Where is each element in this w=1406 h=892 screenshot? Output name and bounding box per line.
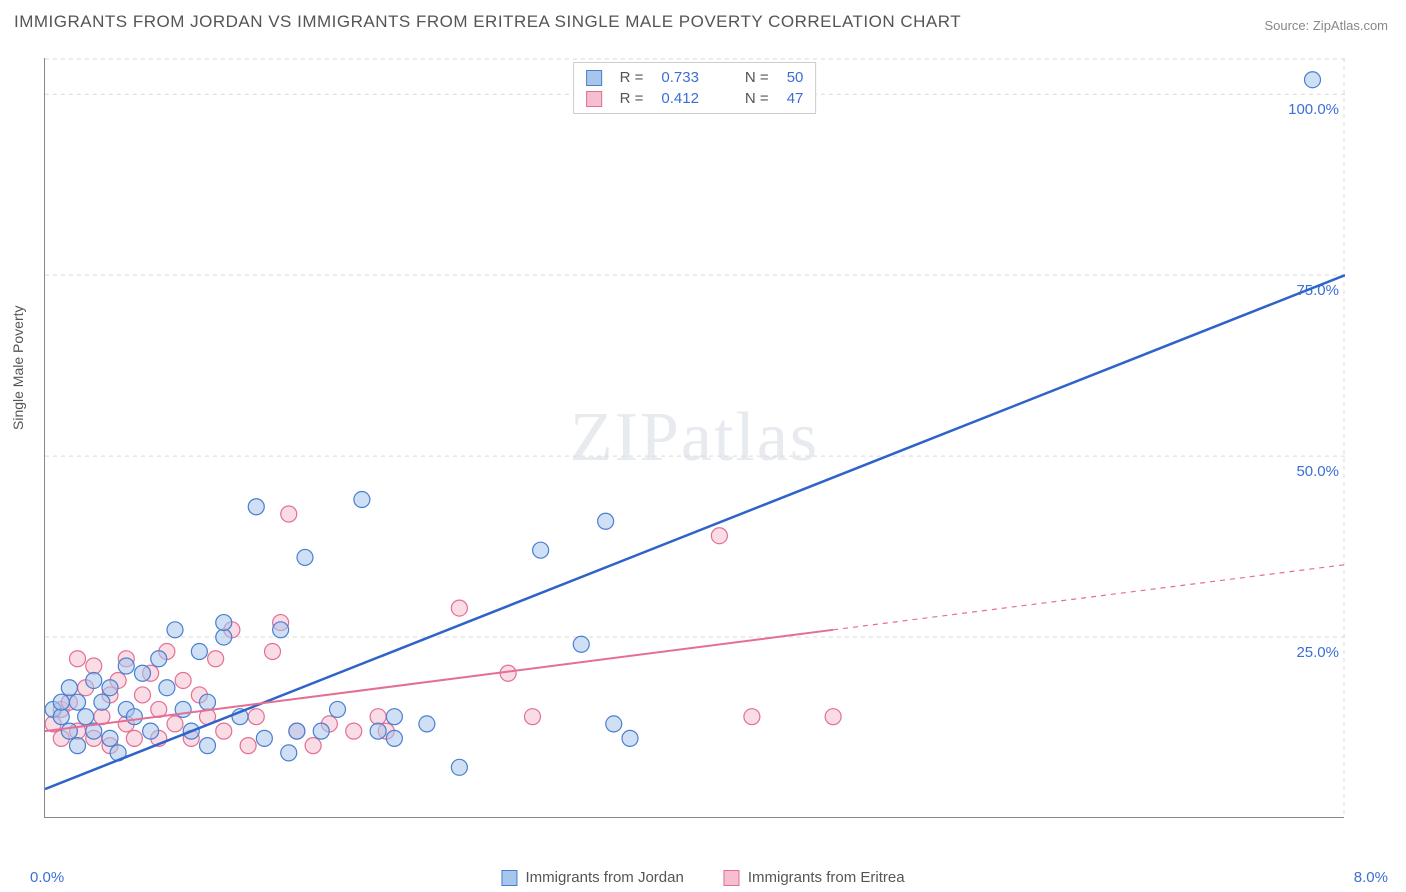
legend-item-eritrea: Immigrants from Eritrea [724, 869, 905, 886]
swatch-jordan-legend [501, 870, 517, 886]
plot-area: ZIPatlas 25.0%50.0%75.0%100.0% R = 0.733… [44, 58, 1344, 818]
n-label: N = [745, 90, 769, 107]
stats-row-eritrea: R = 0.412 N = 47 [586, 88, 804, 109]
r-value-jordan: 0.733 [661, 69, 699, 86]
chart-svg: 25.0%50.0%75.0%100.0% [45, 58, 1345, 818]
r-label: R = [620, 90, 644, 107]
stats-row-jordan: R = 0.733 N = 50 [586, 67, 804, 88]
r-value-eritrea: 0.412 [661, 90, 699, 107]
n-label: N = [745, 69, 769, 86]
x-axis-min-label: 0.0% [30, 869, 64, 886]
chart-container: IMMIGRANTS FROM JORDAN VS IMMIGRANTS FRO… [0, 0, 1406, 892]
svg-text:100.0%: 100.0% [1288, 101, 1339, 118]
svg-text:50.0%: 50.0% [1296, 463, 1339, 480]
r-label: R = [620, 69, 644, 86]
x-axis-max-label: 8.0% [1354, 869, 1388, 886]
n-value-eritrea: 47 [787, 90, 804, 107]
legend-item-jordan: Immigrants from Jordan [501, 869, 683, 886]
source-attribution: Source: ZipAtlas.com [1264, 18, 1388, 33]
swatch-eritrea [586, 91, 602, 107]
n-value-jordan: 50 [787, 69, 804, 86]
legend-label-eritrea: Immigrants from Eritrea [748, 869, 905, 886]
legend-label-jordan: Immigrants from Jordan [525, 869, 683, 886]
chart-title: IMMIGRANTS FROM JORDAN VS IMMIGRANTS FRO… [14, 12, 961, 32]
y-axis-label: Single Male Poverty [10, 305, 26, 430]
swatch-jordan [586, 70, 602, 86]
swatch-eritrea-legend [724, 870, 740, 886]
bottom-legend: Immigrants from Jordan Immigrants from E… [501, 869, 904, 886]
correlation-stats-box: R = 0.733 N = 50 R = 0.412 N = 47 [573, 62, 817, 114]
svg-text:25.0%: 25.0% [1296, 644, 1339, 661]
